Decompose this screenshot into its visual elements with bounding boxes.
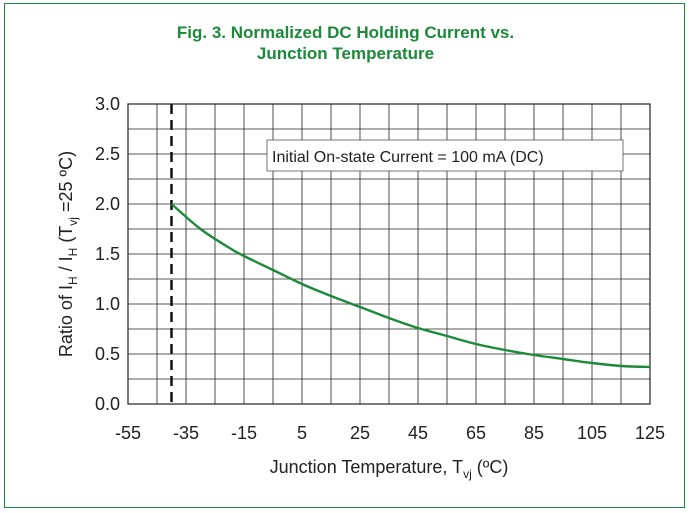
x-tick-label: 25 [350, 423, 370, 443]
y-axis-label: Ratio of IH / IH (Tvj =25 ºC) [56, 151, 80, 357]
x-tick-label: -55 [115, 423, 141, 443]
x-tick-label: 5 [297, 423, 307, 443]
chart-title: Fig. 3. Normalized DC Holding Current vs… [0, 22, 691, 64]
series-line [170, 203, 651, 369]
x-tick-labels: -55 -35 -15 5 25 45 65 85 105 125 [115, 423, 665, 443]
chart-title-line2: Junction Temperature [256, 44, 435, 63]
x-axis-label: Junction Temperature, Tvj (ºC) [270, 457, 509, 481]
annotation-text: Initial On-state Current = 100 mA (DC) [272, 149, 544, 166]
y-tick-label: 0.5 [95, 344, 120, 364]
chart-frame [4, 3, 685, 508]
y-tick-labels: 0.0 0.5 1.0 1.5 2.0 2.5 3.0 [95, 94, 120, 414]
annotation-box [266, 139, 624, 172]
x-tick-label: 105 [577, 423, 607, 443]
y-tick-label: 0.0 [95, 394, 120, 414]
y-tick-label: 2.5 [95, 144, 120, 164]
x-tick-label: 125 [635, 423, 665, 443]
chart-title-line1: Fig. 3. Normalized DC Holding Current vs… [176, 23, 515, 42]
y-tick-label: 2.0 [95, 194, 120, 214]
y-tick-label: 1.0 [95, 294, 120, 314]
x-tick-label: -15 [231, 423, 257, 443]
x-tick-label: 65 [466, 423, 486, 443]
y-tick-label: 3.0 [95, 94, 120, 114]
plot-area-border [127, 103, 651, 405]
y-tick-label: 1.5 [95, 244, 120, 264]
x-tick-label: 85 [524, 423, 544, 443]
x-tick-label: -35 [173, 423, 199, 443]
x-tick-label: 45 [408, 423, 428, 443]
